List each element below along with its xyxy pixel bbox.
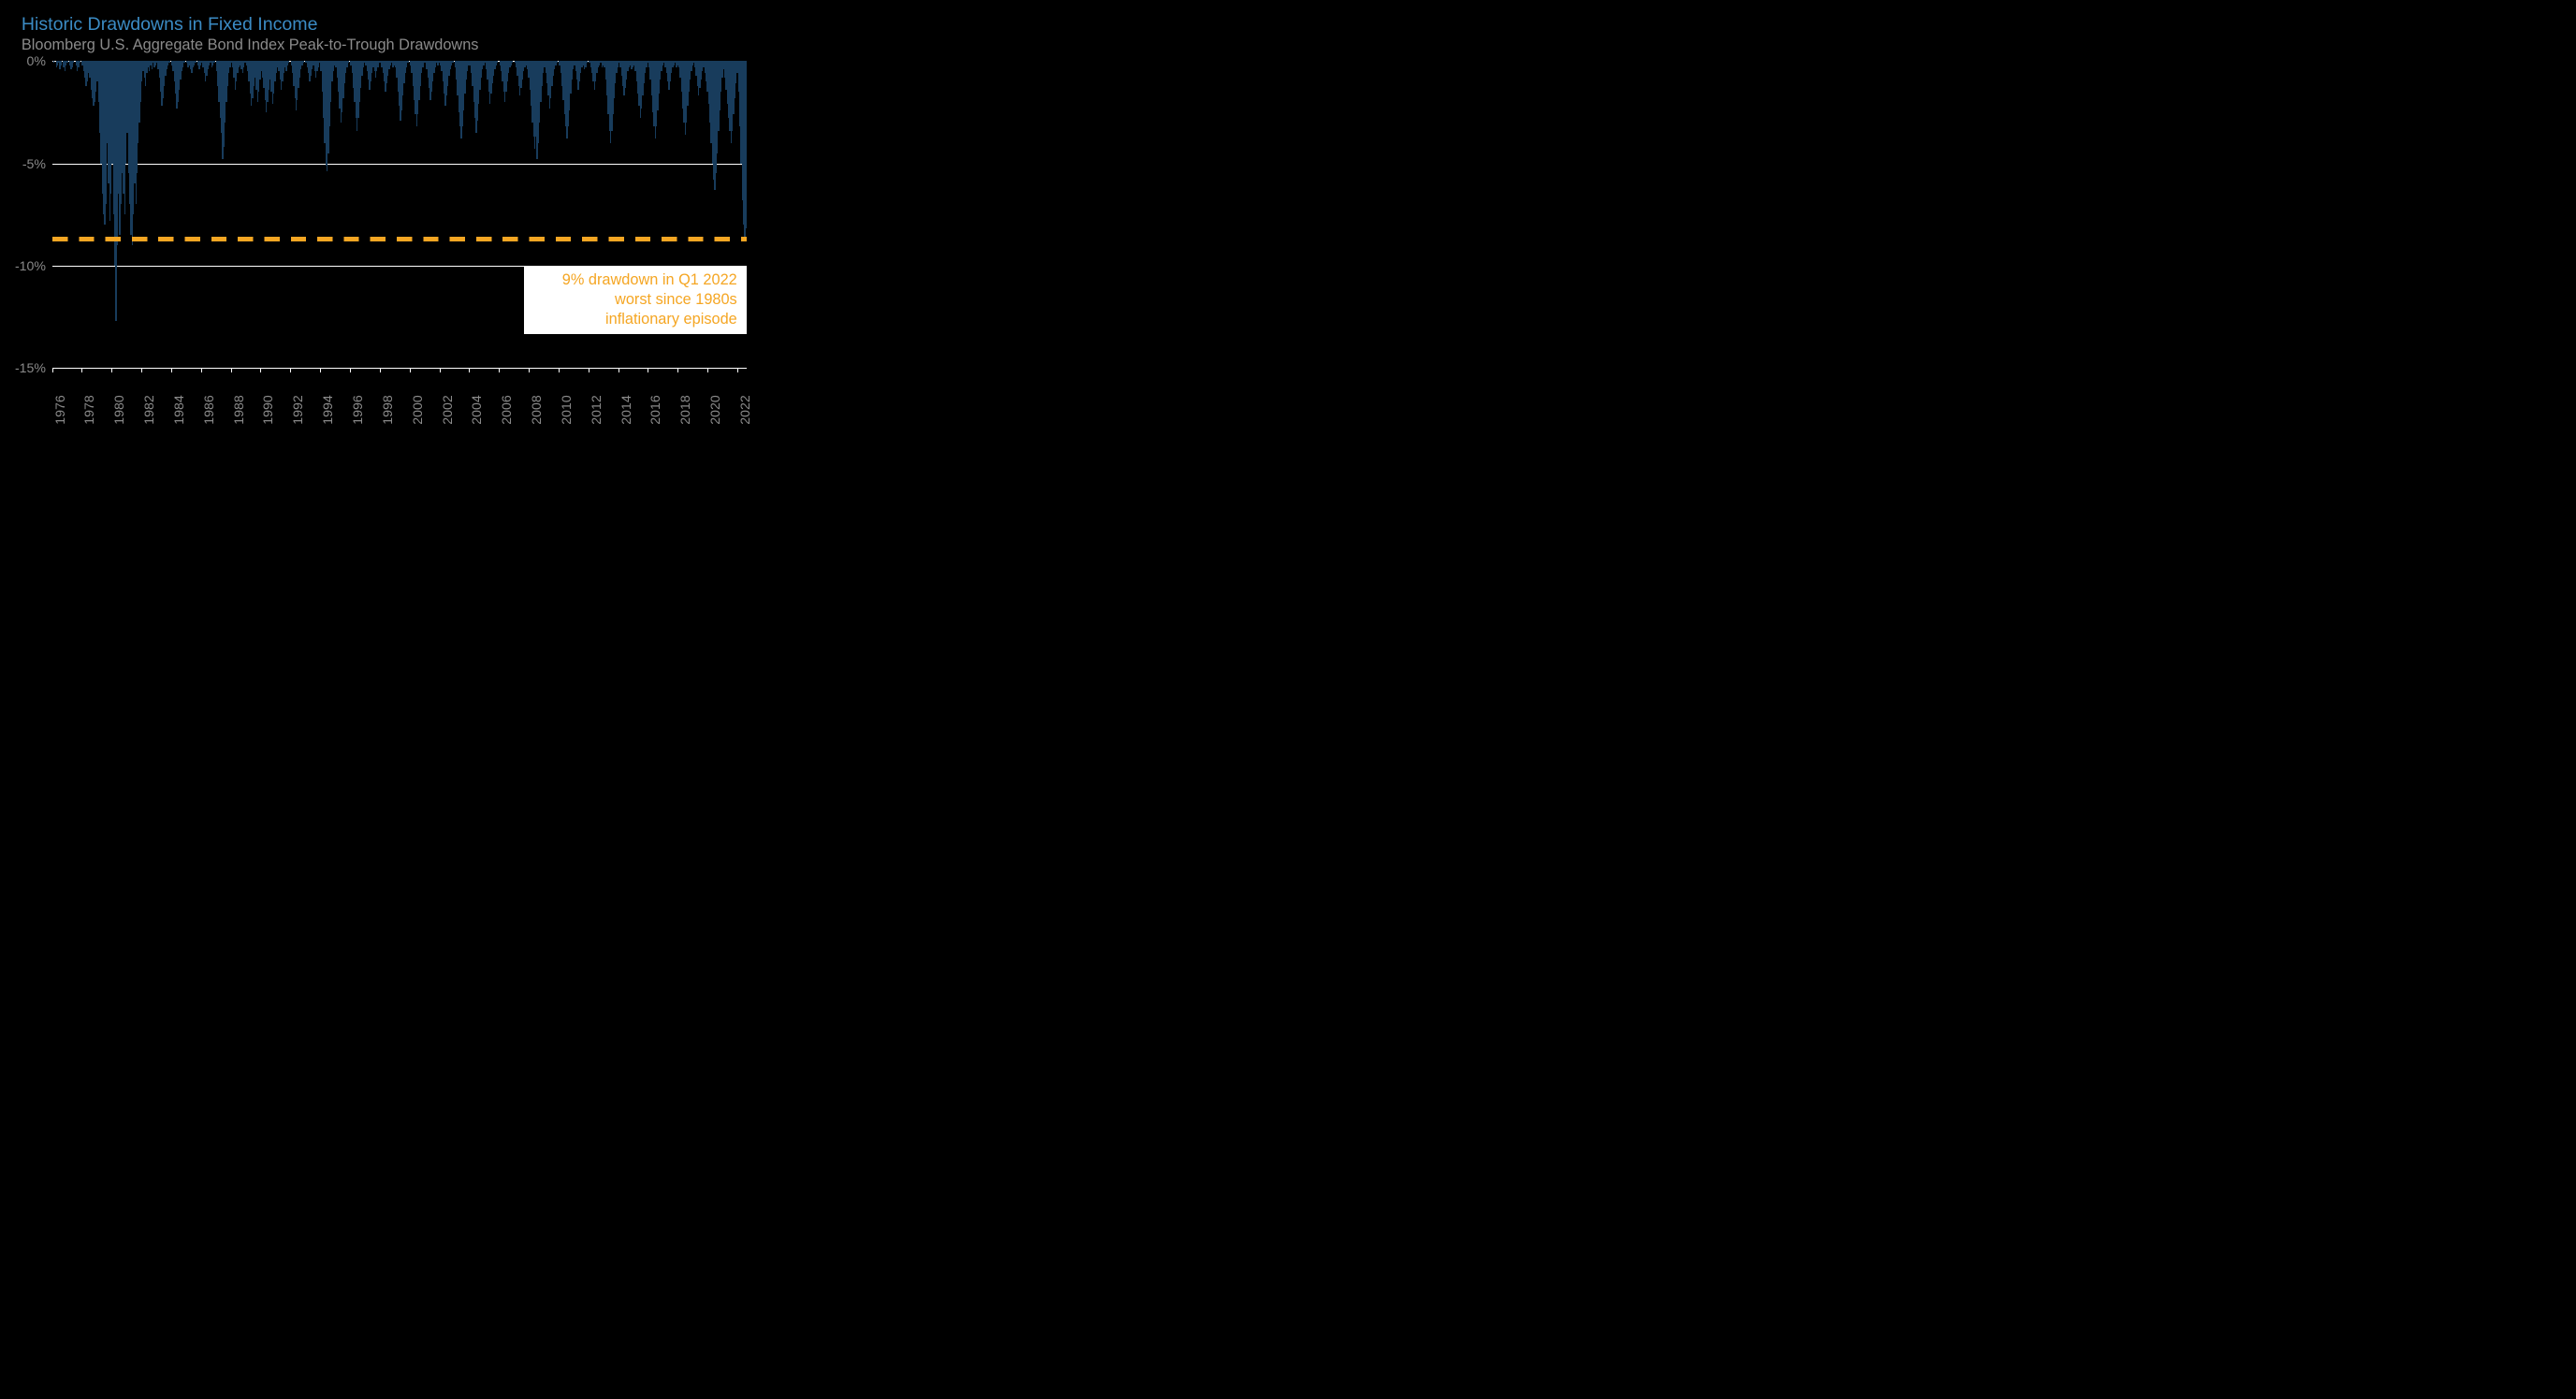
x-axis-label: 1984 (171, 395, 186, 424)
drawdown-bar (66, 61, 67, 63)
x-axis-tick (410, 368, 411, 372)
chart-container: Historic Drawdowns in Fixed IncomeBloomb… (0, 0, 1403, 762)
y-axis-label: 0% (1, 53, 46, 68)
x-axis-tick (380, 368, 381, 372)
drawdown-bar (407, 61, 408, 63)
y-axis-label: -10% (1, 258, 46, 273)
x-axis-label: 1976 (52, 395, 67, 424)
x-axis-label: 1980 (111, 395, 126, 424)
x-axis-label: 1978 (81, 395, 96, 424)
x-axis-label: 1988 (231, 395, 246, 424)
drawdown-bar (497, 61, 498, 63)
x-axis-label: 2006 (499, 395, 514, 424)
x-axis-tick (707, 368, 708, 372)
gridline (52, 368, 747, 369)
x-axis-tick (677, 368, 678, 372)
x-axis-label: 2022 (737, 395, 752, 424)
drawdown-bar (452, 61, 453, 63)
annotation-line: inflationary episode (533, 310, 737, 329)
x-axis-tick (111, 368, 112, 372)
x-axis-label: 2018 (677, 395, 692, 424)
drawdown-bar (168, 61, 169, 63)
x-axis-tick (201, 368, 202, 372)
x-axis-tick (440, 368, 441, 372)
x-axis-tick (529, 368, 530, 372)
y-axis-label: -5% (1, 156, 46, 171)
drawdown-bar (183, 61, 184, 63)
drawdown-bar (61, 61, 62, 65)
x-axis-label: 1996 (350, 395, 365, 424)
x-axis-label: 1992 (290, 395, 305, 424)
x-axis-label: 1990 (260, 395, 275, 424)
drawdown-bar (195, 61, 196, 63)
x-axis-tick (559, 368, 560, 372)
x-axis-tick (499, 368, 500, 372)
x-axis-label: 2010 (559, 395, 574, 424)
drawdown-bar (746, 61, 747, 228)
x-axis-label: 2020 (707, 395, 722, 424)
chart-subtitle: Bloomberg U.S. Aggregate Bond Index Peak… (22, 36, 479, 55)
x-axis-label: 2014 (619, 395, 633, 424)
x-axis-tick (469, 368, 470, 372)
drawdown-bar (53, 61, 54, 63)
drawdown-bar (303, 61, 304, 63)
drawdown-bar (557, 61, 558, 63)
x-axis-label: 1994 (320, 395, 335, 424)
x-axis-tick (141, 368, 142, 372)
chart-title: Historic Drawdowns in Fixed Income (22, 15, 318, 36)
drawdown-bar (512, 61, 513, 63)
x-axis-label: 2008 (529, 395, 544, 424)
x-axis-tick (290, 368, 291, 372)
x-axis-label: 2002 (440, 395, 455, 424)
x-axis-tick (52, 368, 53, 372)
annotation-line: worst since 1980s (533, 290, 737, 310)
drawdown-bar (213, 61, 214, 63)
x-axis-tick (171, 368, 172, 372)
drawdown-bar (348, 61, 349, 63)
x-axis-tick (231, 368, 232, 372)
x-axis-tick (260, 368, 261, 372)
annotation-callout: 9% drawdown in Q1 2022worst since 1980si… (524, 266, 746, 335)
x-axis-label: 1998 (380, 395, 395, 424)
x-axis-label: 2000 (410, 395, 425, 424)
x-axis-label: 2004 (469, 395, 484, 424)
x-axis-label: 2016 (648, 395, 662, 424)
x-axis-tick (737, 368, 738, 372)
reference-line (52, 237, 747, 240)
annotation-line: 9% drawdown in Q1 2022 (533, 270, 737, 290)
x-axis-tick (320, 368, 321, 372)
x-axis-label: 2012 (589, 395, 604, 424)
x-axis-tick (350, 368, 351, 372)
drawdown-bar (587, 61, 588, 63)
x-axis-label: 1982 (141, 395, 156, 424)
drawdown-bar (288, 61, 289, 63)
x-axis-label: 1986 (201, 395, 216, 424)
y-axis-label: -15% (1, 360, 46, 375)
x-axis-tick (81, 368, 82, 372)
drawdown-bar (73, 61, 74, 63)
